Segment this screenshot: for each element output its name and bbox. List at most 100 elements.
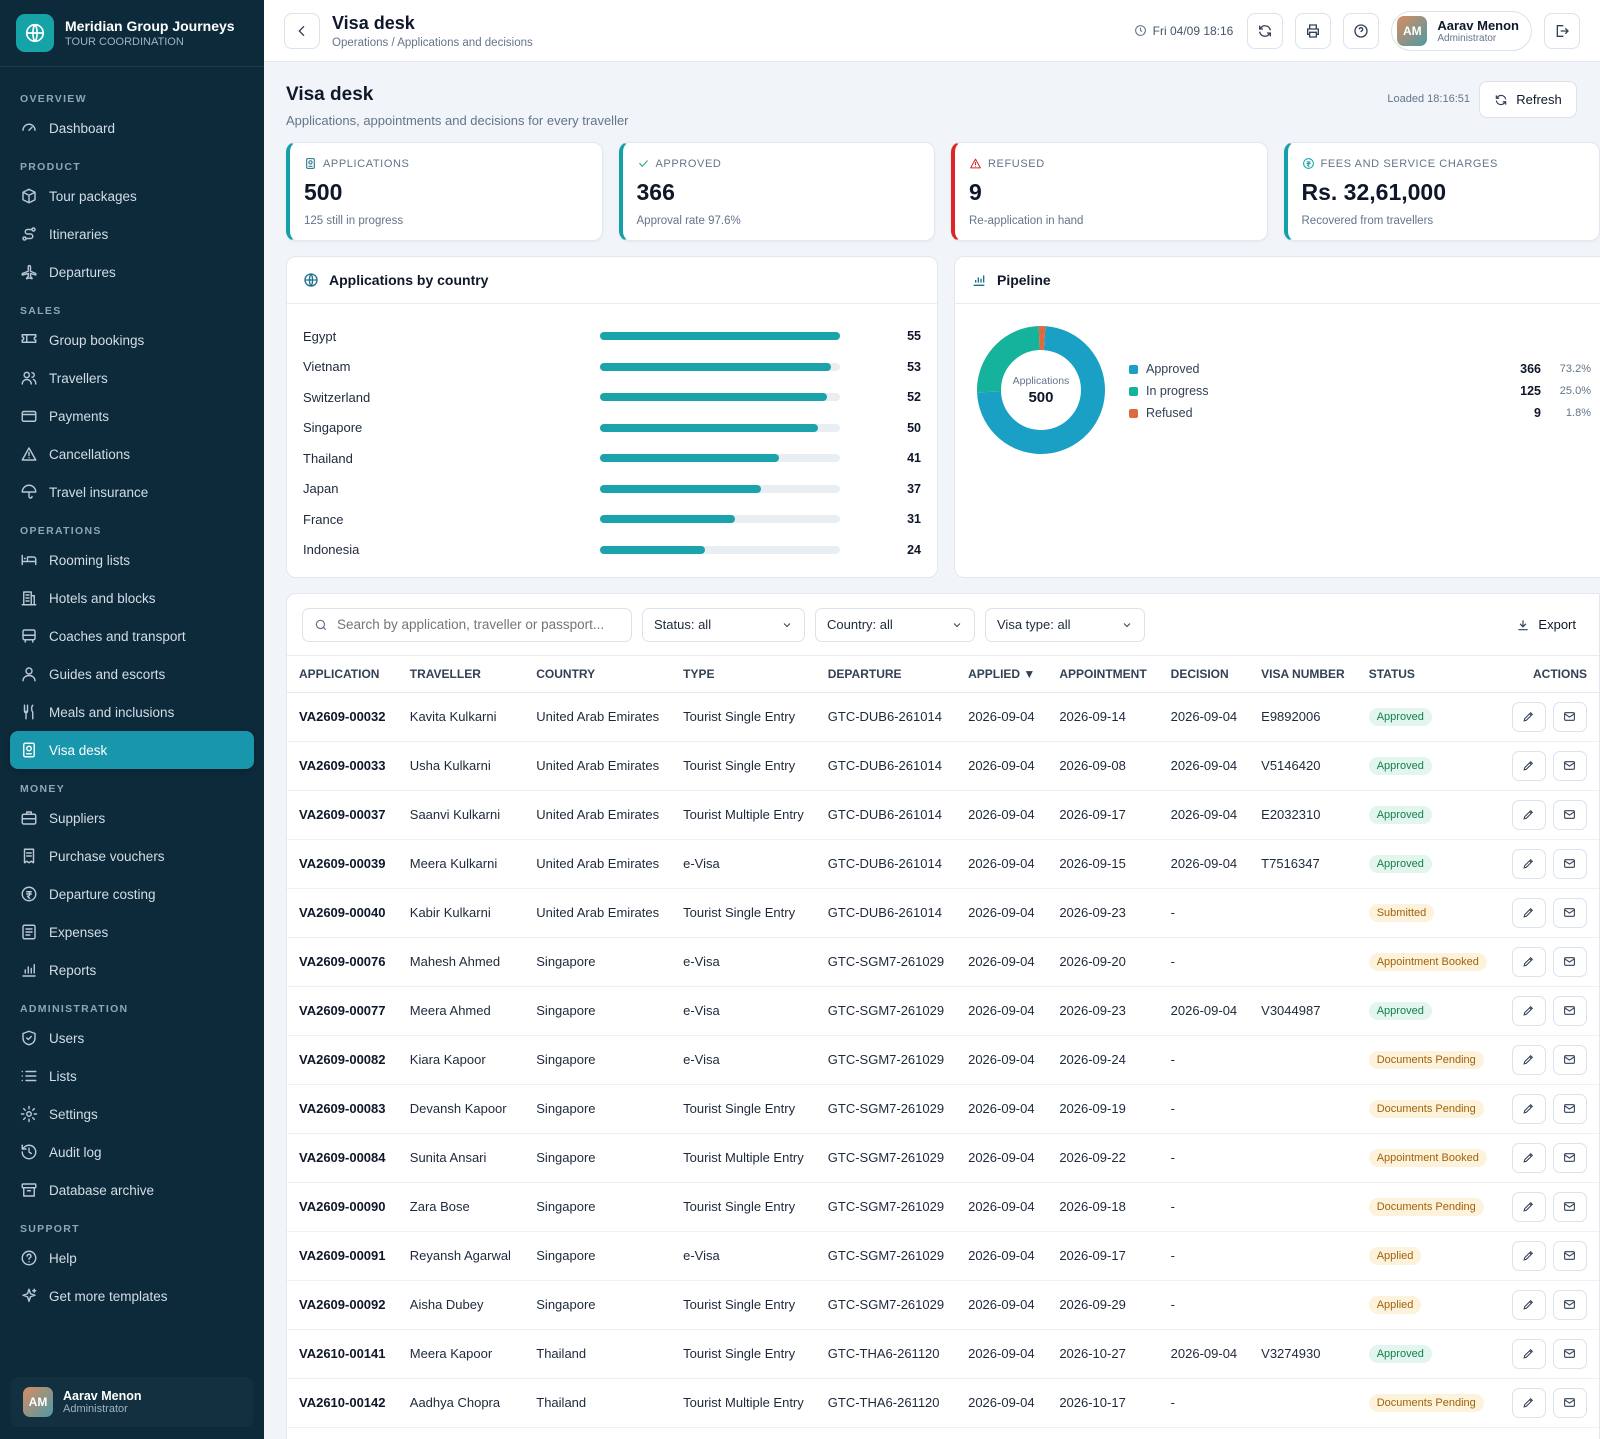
sidebar-item-suppliers[interactable]: Suppliers xyxy=(10,799,254,837)
sidebar-user-card[interactable]: AM Aarav Menon Administrator xyxy=(11,1377,253,1427)
search-box[interactable] xyxy=(302,607,632,642)
pencil-icon xyxy=(1523,809,1534,820)
brand[interactable]: Meridian Group Journeys TOUR COORDINATIO… xyxy=(0,0,264,67)
edit-button[interactable] xyxy=(1511,897,1546,928)
email-button[interactable] xyxy=(1552,1191,1587,1222)
table-row[interactable]: VA2610-00142 Aadhya Chopra Thailand Tourist… xyxy=(287,1378,1599,1428)
edit-button[interactable] xyxy=(1511,995,1546,1026)
email-button[interactable] xyxy=(1552,799,1587,830)
edit-button[interactable] xyxy=(1511,1387,1546,1418)
status-filter[interactable]: Status: all xyxy=(642,607,805,642)
nav-section-label: PRODUCT xyxy=(20,161,82,173)
table-row[interactable]: VA2609-00082 Kiara Kapoor Singapore e-Visa G… xyxy=(287,1035,1599,1085)
sidebar-item-users[interactable]: Users xyxy=(10,1019,254,1057)
sidebar-item-itineraries[interactable]: Itineraries xyxy=(10,215,254,253)
email-button[interactable] xyxy=(1552,1142,1587,1173)
refresh-button[interactable]: Refresh xyxy=(1479,81,1577,118)
edit-button[interactable] xyxy=(1511,750,1546,781)
table-row[interactable]: VA2609-00084 Sunita Ansari Singapore Touris… xyxy=(287,1133,1599,1183)
logout-button[interactable] xyxy=(1544,12,1580,49)
sidebar-item-expenses[interactable]: Expenses xyxy=(10,913,254,951)
edit-button[interactable] xyxy=(1511,1044,1546,1075)
sidebar-item-meals-and-inclusions[interactable]: Meals and inclusions xyxy=(10,693,254,731)
table-row[interactable]: VA2609-00040 Kabir Kulkarni United Arab Em… xyxy=(287,888,1599,938)
bed-icon xyxy=(21,554,37,566)
sidebar-item-payments[interactable]: Payments xyxy=(10,397,254,435)
sync-button[interactable] xyxy=(1247,12,1284,49)
edit-button[interactable] xyxy=(1511,799,1546,830)
visa-type-filter[interactable]: Visa type: all xyxy=(985,607,1145,642)
sidebar-item-hotels-and-blocks[interactable]: Hotels and blocks xyxy=(10,579,254,617)
cell-applied: 2026-09-04 xyxy=(956,1378,1048,1428)
edit-button[interactable] xyxy=(1511,701,1546,732)
search-input[interactable] xyxy=(337,617,617,632)
dashboard-icon xyxy=(22,123,36,131)
sidebar-item-audit-log[interactable]: Audit log xyxy=(10,1133,254,1171)
breadcrumb: Operations / Applications and decisions xyxy=(332,36,533,49)
sidebar-item-group-bookings[interactable]: Group bookings xyxy=(10,321,254,359)
sidebar-item-dashboard[interactable]: Dashboard xyxy=(10,109,254,147)
country-panel: Applications by country Egypt 55 Vietnam 53… xyxy=(286,256,938,578)
edit-button[interactable] xyxy=(1511,1338,1546,1369)
print-button[interactable] xyxy=(1295,12,1332,49)
sidebar-item-help[interactable]: Help xyxy=(10,1239,254,1277)
sidebar-item-cancellations[interactable]: Cancellations xyxy=(10,435,254,473)
sidebar-item-departures[interactable]: Departures xyxy=(10,253,254,291)
table-row[interactable]: VA2609-00032 Kavita Kulkarni United Arab E… xyxy=(287,692,1599,742)
cell-type: Tourist Single Entry xyxy=(671,1084,816,1134)
table-row[interactable]: VA2609-00091 Reyansh Agarwal Singapore e-Vi… xyxy=(287,1231,1599,1281)
column-header[interactable]: APPLIED ▼ xyxy=(956,656,1048,693)
sidebar-item-departure-costing[interactable]: Departure costing xyxy=(10,875,254,913)
email-button[interactable] xyxy=(1552,848,1587,879)
export-button[interactable]: Export xyxy=(1516,617,1576,632)
sidebar-item-lists[interactable]: Lists xyxy=(10,1057,254,1095)
sidebar-item-reports[interactable]: Reports xyxy=(10,951,254,989)
email-button[interactable] xyxy=(1552,1240,1587,1271)
email-button[interactable] xyxy=(1552,1289,1587,1320)
sidebar-item-rooming-lists[interactable]: Rooming lists xyxy=(10,541,254,579)
edit-button[interactable] xyxy=(1511,1191,1546,1222)
table-row[interactable]: VA2609-00090 Zara Bose Singapore Tourist Si… xyxy=(287,1182,1599,1232)
edit-button[interactable] xyxy=(1511,848,1546,879)
table-row[interactable]: VA2610-00141 Meera Kapoor Thailand Tourist … xyxy=(287,1329,1599,1379)
user-menu[interactable]: AM Aarav Menon Administrator xyxy=(1391,10,1532,51)
email-button[interactable] xyxy=(1552,1044,1587,1075)
sidebar-item-guides-and-escorts[interactable]: Guides and escorts xyxy=(10,655,254,693)
edit-button[interactable] xyxy=(1511,1142,1546,1173)
edit-button[interactable] xyxy=(1511,946,1546,977)
table-row[interactable]: VA2609-00037 Saanvi Kulkarni United Arab E… xyxy=(287,790,1599,840)
email-button[interactable] xyxy=(1552,701,1587,732)
email-button[interactable] xyxy=(1552,750,1587,781)
table-row[interactable]: VA2609-00033 Usha Kulkarni United Arab Emi… xyxy=(287,741,1599,791)
cell-departure: GTC-THA6-261120 xyxy=(815,1329,957,1379)
sidebar-item-get-more-templates[interactable]: Get more templates xyxy=(10,1277,254,1315)
table-row[interactable]: VA2609-00077 Meera Ahmed Singapore e-Visa GT… xyxy=(287,986,1599,1036)
legend-percent: 25.0% xyxy=(1559,385,1591,397)
table-row[interactable]: VA2609-00083 Devansh Kapoor Singapore Touri… xyxy=(287,1084,1599,1134)
country-filter[interactable]: Country: all xyxy=(815,607,975,642)
cell-applied: 2026-09-04 xyxy=(956,1084,1048,1134)
sidebar-item-visa-desk[interactable]: Visa desk xyxy=(10,731,254,769)
cell-applied: 2026-09-04 xyxy=(956,741,1048,791)
email-button[interactable] xyxy=(1552,946,1587,977)
sidebar-item-tour-packages[interactable]: Tour packages xyxy=(10,177,254,215)
email-button[interactable] xyxy=(1552,1338,1587,1369)
edit-button[interactable] xyxy=(1511,1240,1546,1271)
email-button[interactable] xyxy=(1552,897,1587,928)
email-button[interactable] xyxy=(1552,995,1587,1026)
sidebar-item-travel-insurance[interactable]: Travel insurance xyxy=(10,473,254,511)
table-row[interactable]: VA2609-00092 Aisha Dubey Singapore Tourist … xyxy=(287,1280,1599,1330)
edit-button[interactable] xyxy=(1511,1093,1546,1124)
table-row[interactable]: VA2609-00076 Mahesh Ahmed Singapore e-Visa G… xyxy=(287,937,1599,987)
email-button[interactable] xyxy=(1552,1093,1587,1124)
sidebar-item-travellers[interactable]: Travellers xyxy=(10,359,254,397)
help-button[interactable] xyxy=(1343,12,1380,49)
sidebar-item-database-archive[interactable]: Database archive xyxy=(10,1171,254,1209)
back-button[interactable] xyxy=(284,12,320,49)
sidebar-item-purchase-vouchers[interactable]: Purchase vouchers xyxy=(10,837,254,875)
table-row[interactable]: VA2609-00039 Meera Kulkarni United Arab Em… xyxy=(287,839,1599,889)
sidebar-item-coaches-and-transport[interactable]: Coaches and transport xyxy=(10,617,254,655)
edit-button[interactable] xyxy=(1511,1289,1546,1320)
email-button[interactable] xyxy=(1552,1387,1587,1418)
sidebar-item-settings[interactable]: Settings xyxy=(10,1095,254,1133)
